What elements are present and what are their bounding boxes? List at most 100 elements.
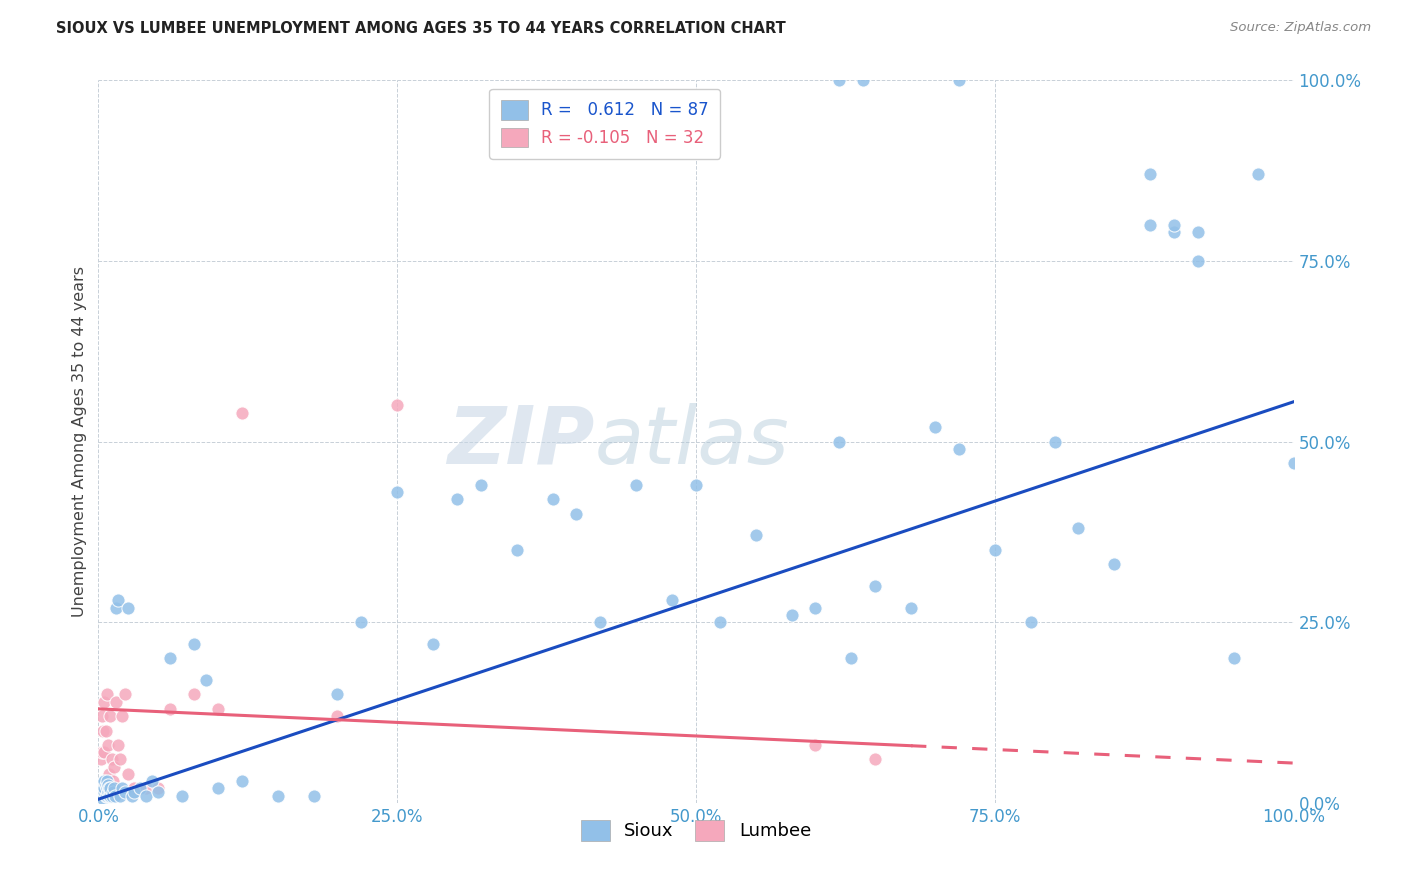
- Point: [100, 789, 122, 803]
- Point: [745, 528, 768, 542]
- Point: [129, 781, 152, 796]
- Point: [93, 781, 115, 796]
- Point: [96, 774, 118, 789]
- Text: Source: ZipAtlas.com: Source: ZipAtlas.com: [1230, 21, 1371, 34]
- Point: [804, 738, 827, 752]
- Point: [91, 745, 114, 759]
- Point: [121, 789, 143, 803]
- Point: [804, 600, 827, 615]
- Point: [108, 752, 131, 766]
- Point: [93, 745, 115, 759]
- Point: [852, 73, 875, 87]
- Point: [104, 789, 127, 803]
- Point: [828, 434, 851, 449]
- Point: [541, 492, 564, 507]
- Point: [105, 600, 128, 615]
- Point: [172, 789, 194, 803]
- Point: [89, 785, 111, 799]
- Point: [1139, 167, 1161, 181]
- Point: [91, 789, 114, 803]
- Text: ZIP: ZIP: [447, 402, 595, 481]
- Point: [1104, 558, 1126, 572]
- Point: [924, 420, 946, 434]
- Point: [589, 615, 612, 630]
- Point: [1187, 225, 1209, 239]
- Point: [195, 673, 218, 687]
- Point: [91, 789, 114, 803]
- Point: [948, 73, 970, 87]
- Point: [103, 760, 125, 774]
- Point: [90, 752, 112, 766]
- Point: [91, 723, 114, 738]
- Point: [267, 789, 290, 803]
- Point: [94, 723, 117, 738]
- Point: [141, 774, 163, 789]
- Point: [135, 789, 157, 803]
- Point: [385, 485, 409, 500]
- Point: [207, 702, 229, 716]
- Point: [91, 781, 114, 796]
- Point: [114, 785, 136, 799]
- Point: [1187, 253, 1209, 268]
- Point: [105, 695, 128, 709]
- Point: [111, 709, 134, 723]
- Point: [91, 785, 114, 799]
- Point: [1163, 225, 1185, 239]
- Point: [385, 398, 409, 412]
- Point: [117, 600, 139, 615]
- Point: [661, 593, 683, 607]
- Point: [1163, 218, 1185, 232]
- Point: [159, 651, 181, 665]
- Point: [470, 478, 492, 492]
- Point: [183, 637, 205, 651]
- Point: [96, 687, 118, 701]
- Point: [93, 695, 115, 709]
- Point: [148, 781, 170, 796]
- Point: [107, 593, 129, 607]
- Point: [709, 615, 731, 630]
- Point: [506, 542, 529, 557]
- Point: [326, 687, 349, 701]
- Point: [91, 709, 114, 723]
- Point: [1067, 521, 1090, 535]
- Point: [101, 785, 124, 799]
- Point: [98, 781, 121, 796]
- Point: [107, 738, 129, 752]
- Point: [124, 785, 146, 799]
- Text: atlas: atlas: [595, 402, 789, 481]
- Point: [1223, 651, 1246, 665]
- Point: [114, 687, 136, 701]
- Point: [565, 507, 588, 521]
- Point: [100, 752, 122, 766]
- Point: [207, 781, 229, 796]
- Point: [101, 774, 124, 789]
- Point: [90, 789, 112, 803]
- Point: [828, 73, 851, 87]
- Point: [900, 600, 922, 615]
- Point: [865, 752, 887, 766]
- Point: [1247, 167, 1270, 181]
- Point: [124, 781, 146, 796]
- Point: [183, 687, 205, 701]
- Point: [94, 778, 117, 792]
- Point: [422, 637, 444, 651]
- Point: [1019, 615, 1042, 630]
- Point: [350, 615, 373, 630]
- Point: [446, 492, 468, 507]
- Point: [98, 767, 121, 781]
- Point: [948, 442, 970, 456]
- Point: [108, 789, 131, 803]
- Legend: Sioux, Lumbee: Sioux, Lumbee: [574, 813, 818, 848]
- Point: [841, 651, 863, 665]
- Point: [98, 789, 122, 803]
- Point: [1043, 434, 1066, 449]
- Point: [89, 781, 111, 796]
- Point: [117, 767, 139, 781]
- Point: [111, 781, 134, 796]
- Point: [984, 542, 1007, 557]
- Point: [865, 579, 887, 593]
- Point: [91, 792, 114, 806]
- Point: [159, 702, 181, 716]
- Point: [326, 709, 349, 723]
- Point: [91, 781, 114, 796]
